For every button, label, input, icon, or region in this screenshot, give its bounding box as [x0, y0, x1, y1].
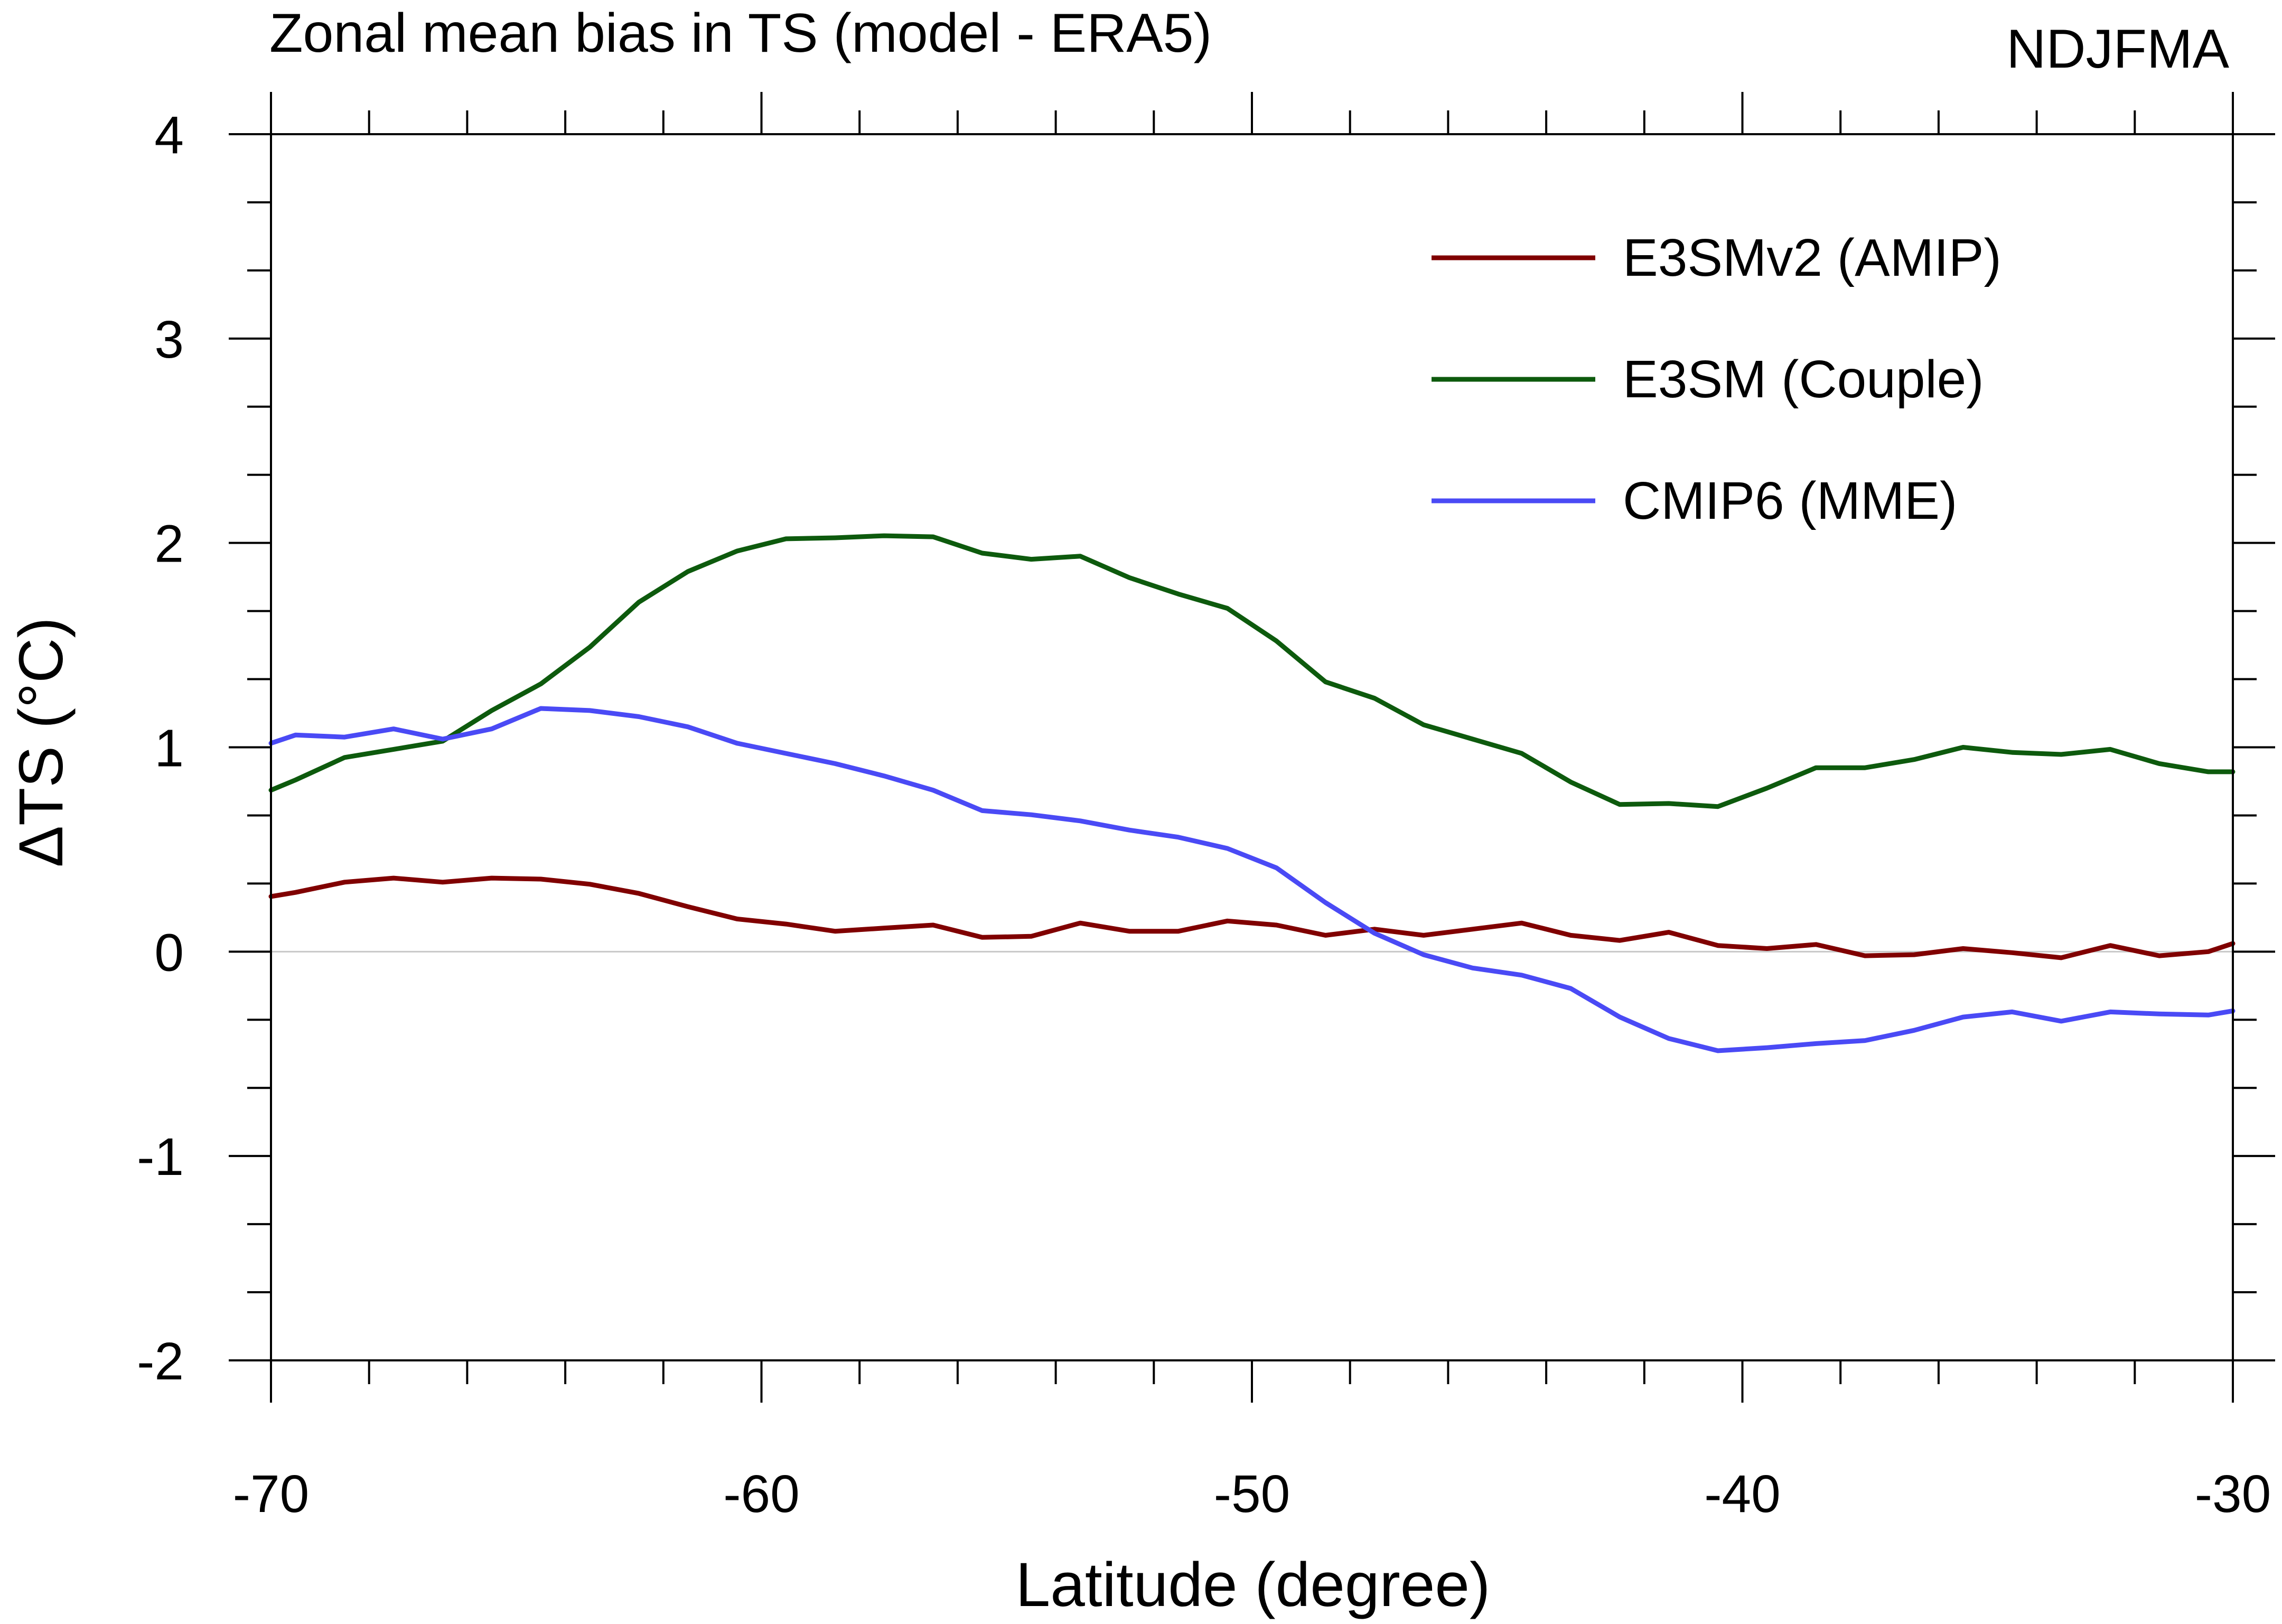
- season-label: NDJFMA: [2006, 18, 2229, 80]
- x-tick-label: -40: [1704, 1464, 1781, 1524]
- y-tick-label: -2: [137, 1332, 184, 1391]
- y-tick-label: 0: [154, 923, 184, 982]
- x-tick-label: -30: [2195, 1464, 2271, 1524]
- y-tick-label: 4: [154, 106, 184, 165]
- legend: E3SMv2 (AMIP) E3SM (Couple) CMIP6 (MME): [1432, 228, 2002, 530]
- legend-label-e3sm-couple: E3SM (Couple): [1623, 350, 1984, 409]
- y-tick-label: 1: [154, 719, 184, 778]
- tick-labels-group: -70 -60 -50 -40 -30 -2 -1 0 1 2 3 4: [137, 106, 2271, 1524]
- legend-label-cmip6-mme: CMIP6 (MME): [1623, 471, 1957, 530]
- series-line-cmip6-mme: [268, 706, 2236, 1053]
- x-axis-title: Latitude (degree): [1016, 1550, 1491, 1620]
- series-line-e3smv2-amip: [268, 875, 2236, 960]
- y-tick-label: 2: [154, 515, 184, 574]
- legend-label-e3smv2-amip: E3SMv2 (AMIP): [1623, 228, 2002, 287]
- data-series-group: [268, 533, 2236, 1053]
- x-tick-label: -70: [233, 1464, 310, 1524]
- y-tick-label: 3: [154, 310, 184, 369]
- x-tick-label: -50: [1214, 1464, 1290, 1524]
- x-tick-label: -60: [723, 1464, 800, 1524]
- chart-title: Zonal mean bias in TS (model - ERA5): [269, 3, 1212, 64]
- plot-frame: [270, 133, 2234, 1361]
- axis-ticks-group: [229, 92, 2275, 1403]
- y-tick-label: -1: [137, 1127, 184, 1187]
- y-axis-title: ΔTS (°C): [6, 617, 76, 867]
- series-line-e3sm-couple: [268, 533, 2236, 809]
